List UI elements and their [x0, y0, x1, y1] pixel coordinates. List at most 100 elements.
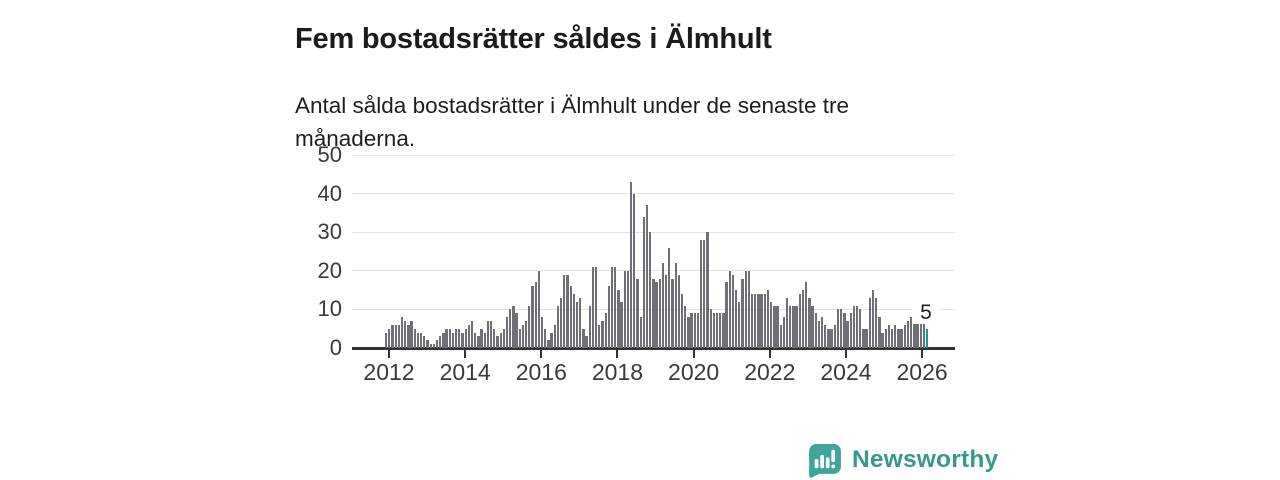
bar [569, 286, 572, 348]
bar [397, 324, 401, 348]
x-tick-2014 [464, 350, 467, 358]
bar [865, 328, 868, 348]
bar [706, 232, 709, 348]
bar [859, 309, 862, 348]
bar [630, 182, 633, 348]
bar [572, 293, 576, 348]
y-tick-label-0: 0 [329, 335, 342, 360]
bar [598, 324, 601, 348]
bar [553, 324, 556, 348]
bar [897, 328, 900, 348]
gridline-30 [352, 231, 955, 233]
bar [560, 297, 563, 348]
bar [540, 317, 544, 348]
bar [534, 282, 537, 348]
bar [490, 320, 493, 348]
bar [919, 309, 922, 348]
bar [671, 278, 674, 348]
bar [728, 270, 731, 348]
bar [518, 328, 521, 348]
bar [544, 328, 547, 348]
bar [906, 320, 910, 348]
bar [833, 324, 836, 348]
bar [429, 344, 432, 348]
bar [754, 293, 757, 348]
x-tick-label-2018: 2018 [591, 359, 644, 385]
bar [830, 328, 833, 348]
x-axis-line [352, 347, 955, 350]
bar [693, 313, 696, 348]
bar [563, 274, 566, 348]
chart-subtitle: Antal sålda bostadsrätter i Älmhult unde… [295, 92, 850, 151]
bar [900, 328, 903, 348]
x-tick-2012 [388, 350, 390, 358]
bar [470, 320, 474, 348]
bar [623, 270, 626, 348]
bar [413, 328, 416, 348]
bar [502, 328, 506, 348]
bar [400, 317, 404, 348]
bar [528, 305, 531, 348]
bar [509, 309, 512, 348]
bar [410, 320, 413, 348]
bar [486, 320, 490, 348]
bar [601, 320, 604, 348]
bar [875, 297, 878, 348]
bar [505, 317, 509, 348]
bar [757, 293, 760, 348]
bar [805, 282, 808, 348]
bar [712, 313, 716, 348]
newsworthy-wordmark: Newsworthy [852, 446, 999, 473]
bar [645, 205, 649, 348]
bar [680, 293, 684, 348]
gridline-40 [352, 193, 955, 195]
x-tick-label-2014: 2014 [439, 359, 491, 385]
bar [588, 305, 591, 348]
bar [789, 305, 792, 348]
bar [878, 317, 881, 348]
bar [655, 282, 658, 348]
y-tick-label-10: 10 [317, 296, 342, 322]
y-tick-label-50: 50 [317, 142, 342, 167]
bar [464, 328, 467, 348]
bar [614, 266, 617, 348]
bar [432, 344, 436, 348]
bar [658, 278, 661, 348]
x-tick-label-2022: 2022 [744, 359, 796, 385]
plot-area: 0 10 20 30 40 50 2012 2014 2016 2018 2020 2022 2024… [318, 142, 955, 385]
bar [913, 305, 916, 348]
x-tick-label-2024: 2024 [820, 359, 872, 385]
bar [776, 305, 779, 348]
bar [836, 309, 840, 348]
bar [871, 290, 875, 348]
newsworthy-logo[interactable]: Newsworthy [806, 441, 998, 479]
bar [391, 324, 394, 348]
bar [887, 324, 891, 348]
bar [661, 263, 665, 348]
bar [792, 305, 795, 348]
bar [766, 290, 770, 348]
bar [684, 305, 687, 348]
bar [696, 313, 700, 348]
bar [461, 332, 464, 348]
bar [455, 328, 458, 348]
bar [423, 336, 426, 348]
bar [585, 336, 588, 348]
x-tick-label-2012: 2012 [363, 359, 415, 385]
bar [496, 336, 499, 348]
bar-latest-highlight [925, 328, 929, 348]
bar [579, 297, 582, 348]
bar [477, 336, 480, 348]
bar [385, 332, 388, 348]
bar [633, 193, 636, 348]
x-tick-2024 [844, 350, 847, 358]
bar [480, 328, 483, 348]
chart-title: Fem bostadsrätter såldes i Älmhult [295, 23, 772, 56]
bar [674, 263, 677, 348]
bar [483, 332, 486, 348]
bar [760, 293, 763, 348]
bar [903, 324, 906, 348]
bar [700, 239, 703, 348]
x-tick-label-2020: 2020 [668, 359, 720, 385]
bar [750, 293, 754, 348]
